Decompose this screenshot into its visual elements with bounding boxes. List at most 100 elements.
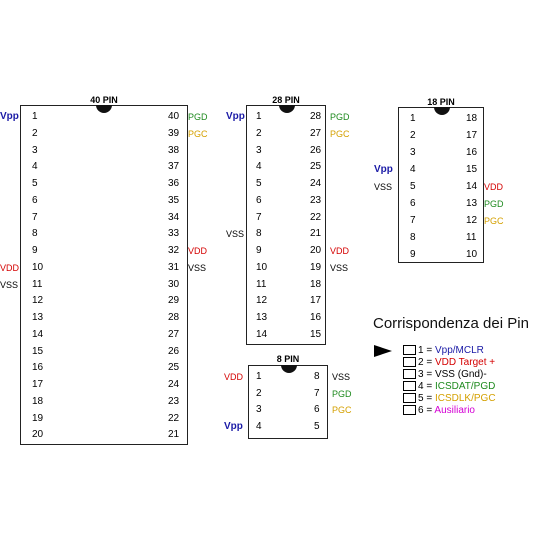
pin-number: 1: [410, 113, 416, 124]
pin-number: 7: [410, 215, 416, 226]
chip-8-body: [248, 365, 328, 439]
pin-number: 3: [410, 147, 416, 158]
pin-number: 3: [256, 404, 262, 415]
legend-item-text: Ausiliario: [434, 405, 475, 416]
pin-number: 16: [310, 312, 322, 323]
pin-signal-label: PGC: [330, 128, 350, 139]
pin-number: 2: [256, 127, 262, 139]
pin-number: 1: [256, 371, 262, 382]
chip-notch-icon: [279, 105, 295, 113]
legend-item-number: 1: [418, 345, 424, 356]
pin-number: 11: [32, 278, 43, 290]
pin-number: 6: [32, 194, 38, 206]
pin-number: 20: [32, 429, 44, 441]
pin-number: 11: [256, 278, 267, 290]
pin-number: 12: [32, 295, 44, 307]
pin-number: 2: [32, 127, 38, 139]
pin-signal-label: VSS: [374, 182, 393, 192]
chip-18-title: 18 PIN: [427, 97, 455, 107]
pin-signal-label: PGD: [330, 112, 350, 122]
legend-item: 5 = ICSDLK/PGC: [403, 393, 496, 404]
pin-signal-label: VDD: [188, 246, 208, 256]
pin-number: 13: [466, 198, 478, 209]
pin-number: 6: [314, 404, 320, 415]
pin-signal-label: Vpp: [0, 111, 19, 122]
pin-number: 3: [256, 144, 262, 156]
legend-item: 1 = Vpp/MCLR: [403, 345, 484, 356]
pin-number: 10: [256, 261, 268, 273]
pin-number: 18: [32, 395, 44, 407]
pin-number: 18: [310, 278, 322, 290]
pin-number: 1: [32, 111, 38, 122]
connector-arrow-icon: [374, 345, 392, 357]
pin-number: 33: [168, 228, 180, 240]
pin-number: 3: [32, 144, 38, 156]
pin-signal-label: Vpp: [374, 164, 393, 175]
legend-box-icon: [403, 357, 416, 367]
pin-number: 6: [410, 198, 416, 209]
pin-signal-label: VSS: [226, 229, 245, 240]
pin-number: 18: [466, 113, 478, 124]
legend-title: Corrispondenza dei Pin: [373, 315, 529, 332]
pin-signal-label: VDD: [330, 246, 350, 256]
pin-signal-label: VDD: [484, 182, 504, 192]
legend-item-number: 4: [418, 381, 424, 392]
chip-notch-icon: [434, 107, 450, 115]
legend-box-icon: [403, 381, 416, 391]
pin-number: 36: [168, 178, 180, 189]
pin-number: 17: [310, 295, 322, 307]
pin-number: 34: [168, 211, 180, 223]
pin-signal-label: VSS: [330, 262, 349, 273]
pin-number: 25: [310, 161, 322, 173]
pin-number: 2: [256, 387, 262, 399]
pin-signal-label: VDD: [0, 262, 20, 273]
pin-number: 13: [32, 312, 44, 323]
pin-number: 4: [256, 161, 262, 173]
legend-box-icon: [403, 369, 416, 379]
chip-8-title: 8 PIN: [276, 354, 300, 364]
chip-18-body: [398, 107, 484, 263]
pin-number: 40: [168, 111, 180, 122]
pin-signal-label: PGC: [188, 128, 208, 139]
pin-signal-label: PGC: [484, 216, 504, 226]
chip-notch-icon: [281, 365, 297, 373]
legend-item: 3 = VSS (Gnd)-: [403, 369, 487, 380]
legend-item-text: Vpp/MCLR: [434, 345, 484, 356]
pin-number: 11: [466, 232, 477, 243]
pin-number: 31: [168, 261, 180, 273]
pin-number: 32: [168, 245, 180, 256]
chip-notch-icon: [96, 105, 112, 113]
pin-signal-label: PGD: [332, 388, 352, 399]
pin-number: 8: [314, 371, 320, 382]
legend-box-icon: [403, 405, 416, 415]
pin-signal-label: PGC: [332, 405, 352, 415]
pin-number: 19: [32, 412, 44, 424]
pin-number: 7: [314, 387, 320, 399]
pin-number: 5: [256, 178, 262, 189]
pin-signal-label: Vpp: [224, 420, 243, 432]
pin-signal-label: PGD: [484, 199, 504, 209]
pin-number: 4: [410, 164, 416, 175]
pin-number: 14: [256, 328, 268, 340]
pin-number: 17: [466, 130, 478, 141]
pin-number: 27: [310, 127, 322, 139]
legend-box-icon: [403, 393, 416, 403]
pin-number: 15: [32, 345, 44, 357]
pin-signal-label: PGD: [188, 112, 208, 122]
legend-item-number: 6: [418, 405, 424, 416]
pin-signal-label: VSS: [188, 262, 207, 273]
pin-number: 24: [168, 379, 180, 390]
pin-number: 8: [32, 228, 38, 240]
pin-number: 10: [32, 261, 44, 273]
pin-number: 16: [32, 362, 44, 374]
pin-number: 12: [466, 215, 478, 226]
pin-number: 9: [32, 245, 38, 256]
chip-40-body: [20, 105, 188, 445]
pin-number: 6: [256, 194, 262, 206]
pin-number: 13: [256, 312, 268, 323]
legend-box-icon: [403, 345, 416, 355]
pin-number: 1: [256, 111, 262, 122]
legend-item-text: VDD Target +: [434, 357, 496, 368]
pin-number: 37: [168, 161, 180, 173]
pin-number: 12: [256, 295, 268, 307]
